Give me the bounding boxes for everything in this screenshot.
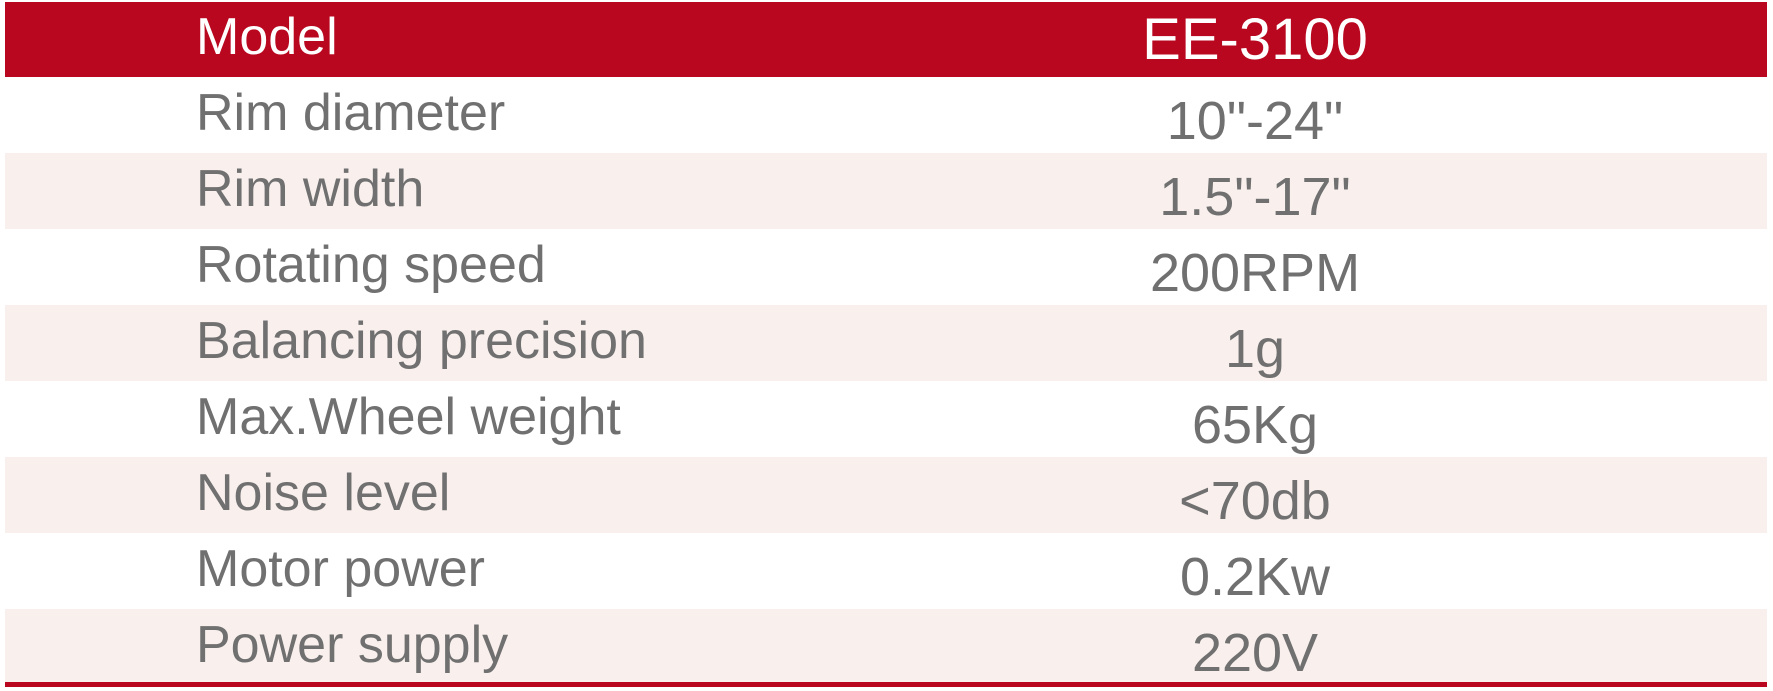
- row-label: Rotating speed: [196, 236, 546, 294]
- table-row: Motor power 0.2Kw: [5, 533, 1767, 609]
- table-row: Rim width 1.5"-17": [5, 153, 1767, 229]
- spec-table: Model EE-3100 Rim diameter 10"-24" Rim w…: [5, 2, 1767, 685]
- row-value: 200RPM: [1149, 243, 1361, 303]
- table-row: Rim diameter 10"-24": [5, 77, 1767, 153]
- row-label: Motor power: [196, 540, 485, 598]
- table-row: Max.Wheel weight 65Kg: [5, 381, 1767, 457]
- row-value: 65Kg: [1191, 395, 1319, 455]
- row-label: Max.Wheel weight: [196, 388, 621, 446]
- row-label: Rim diameter: [196, 84, 506, 142]
- table-row: Noise level <70db: [5, 457, 1767, 533]
- table-row: Rotating speed 200RPM: [5, 229, 1767, 305]
- row-value: 1.5"-17": [1159, 167, 1351, 227]
- row-value: 1g: [1224, 319, 1286, 379]
- row-value: 220V: [1191, 623, 1319, 683]
- table-row: Balancing precision 1g: [5, 305, 1767, 381]
- row-label: Rim width: [196, 160, 425, 218]
- row-label: Noise level: [196, 464, 451, 522]
- row-label: Power supply: [196, 616, 509, 674]
- table-header-row: Model EE-3100: [5, 2, 1767, 77]
- header-value: EE-3100: [1142, 7, 1368, 72]
- row-label: Balancing precision: [196, 312, 647, 370]
- row-value: 10"-24": [1166, 91, 1344, 151]
- bottom-rule: [5, 682, 1767, 687]
- header-label: Model: [196, 8, 338, 66]
- table-row: Power supply 220V: [5, 609, 1767, 685]
- row-value: <70db: [1179, 471, 1331, 531]
- row-value: 0.2Kw: [1179, 547, 1331, 607]
